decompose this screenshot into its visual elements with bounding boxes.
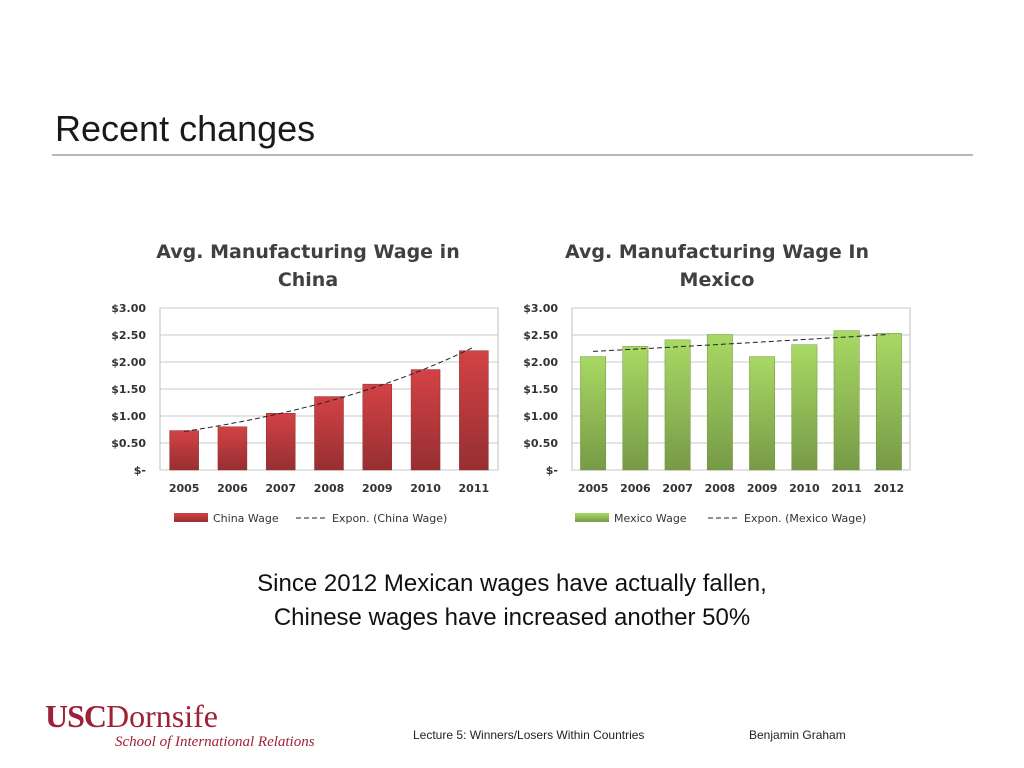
usc-dornsife-logo: USCDornsife School of International Rela… bbox=[45, 700, 315, 751]
caption-line-2: Chinese wages have increased another 50% bbox=[273, 604, 751, 631]
x-tick-label: 2009 bbox=[747, 482, 778, 495]
bar-2005 bbox=[580, 356, 607, 471]
logo-usc-text: USC bbox=[45, 698, 107, 734]
footer-lecture: Lecture 5: Winners/Losers Within Countri… bbox=[413, 728, 645, 742]
footer-author: Benjamin Graham bbox=[749, 728, 846, 742]
x-tick-label: 2005 bbox=[578, 482, 609, 495]
logo-dornsife-text: Dornsife bbox=[106, 698, 218, 734]
x-tick-label: 2009 bbox=[362, 482, 393, 495]
x-tick-label: 2011 bbox=[831, 482, 862, 495]
bar-2007 bbox=[265, 413, 296, 471]
bar-2011 bbox=[459, 350, 489, 471]
chart-title-line-1: Avg. Manufacturing Wage in bbox=[156, 241, 459, 263]
bar-2010 bbox=[410, 369, 441, 471]
y-tick-label: $1.00 bbox=[111, 410, 146, 423]
x-tick-label: 2008 bbox=[705, 482, 736, 495]
logo-school-text: School of International Relations bbox=[115, 734, 315, 750]
y-tick-label: $3.00 bbox=[523, 302, 558, 315]
trendline bbox=[184, 346, 475, 432]
chart-title-line-2: Mexico bbox=[680, 269, 755, 291]
caption-line-1: Since 2012 Mexican wages have actually f… bbox=[257, 570, 767, 597]
mexico-wage-chart: Avg. Manufacturing Wage In Mexico $- $0.50 $… bbox=[523, 241, 911, 525]
trendline bbox=[593, 333, 889, 352]
legend-label-trendline: Expon. (Mexico Wage) bbox=[744, 512, 866, 525]
legend-label-series: Mexico Wage bbox=[614, 512, 687, 525]
bar-2009 bbox=[362, 383, 393, 471]
legend-swatch bbox=[575, 513, 609, 522]
y-tick-label: $1.50 bbox=[523, 383, 558, 396]
bar-2006 bbox=[622, 346, 649, 471]
x-tick-label: 2008 bbox=[314, 482, 345, 495]
y-tick-label: $0.50 bbox=[523, 437, 558, 450]
y-tick-label: $- bbox=[546, 464, 558, 477]
bar-2010 bbox=[791, 344, 818, 471]
china-wage-chart: Avg. Manufacturing Wage in China $- $0.50 $1… bbox=[111, 241, 499, 525]
legend-swatch bbox=[174, 513, 208, 522]
x-tick-label: 2007 bbox=[662, 482, 693, 495]
bar-2011 bbox=[833, 330, 860, 471]
x-tick-label: 2012 bbox=[874, 482, 905, 495]
x-tick-label: 2007 bbox=[265, 482, 296, 495]
legend-label-trendline: Expon. (China Wage) bbox=[332, 512, 447, 525]
title-divider bbox=[52, 154, 973, 156]
bar-2007 bbox=[664, 339, 691, 471]
y-tick-label: $3.00 bbox=[111, 302, 146, 315]
y-tick-label: $1.50 bbox=[111, 383, 146, 396]
x-tick-label: 2006 bbox=[217, 482, 248, 495]
x-tick-label: 2011 bbox=[459, 482, 490, 495]
chart-title-line-2: China bbox=[278, 269, 338, 291]
x-tick-label: 2010 bbox=[789, 482, 820, 495]
bar-2009 bbox=[749, 356, 776, 471]
y-tick-label: $- bbox=[134, 464, 146, 477]
bar-2012 bbox=[875, 333, 902, 471]
x-tick-label: 2005 bbox=[169, 482, 200, 495]
bar-2008 bbox=[706, 334, 733, 471]
y-tick-label: $2.50 bbox=[111, 329, 146, 342]
y-tick-label: $1.00 bbox=[523, 410, 558, 423]
y-tick-label: $2.00 bbox=[111, 356, 146, 369]
chart-title-line-1: Avg. Manufacturing Wage In bbox=[565, 241, 869, 263]
y-tick-label: $0.50 bbox=[111, 437, 146, 450]
y-tick-label: $2.00 bbox=[523, 356, 558, 369]
x-tick-label: 2010 bbox=[410, 482, 441, 495]
x-tick-label: 2006 bbox=[620, 482, 651, 495]
legend-label-series: China Wage bbox=[213, 512, 279, 525]
y-tick-label: $2.50 bbox=[523, 329, 558, 342]
bar-2008 bbox=[314, 396, 344, 471]
bar-2005 bbox=[169, 430, 199, 471]
slide-title: Recent changes bbox=[55, 108, 316, 149]
bar-2006 bbox=[217, 426, 248, 471]
